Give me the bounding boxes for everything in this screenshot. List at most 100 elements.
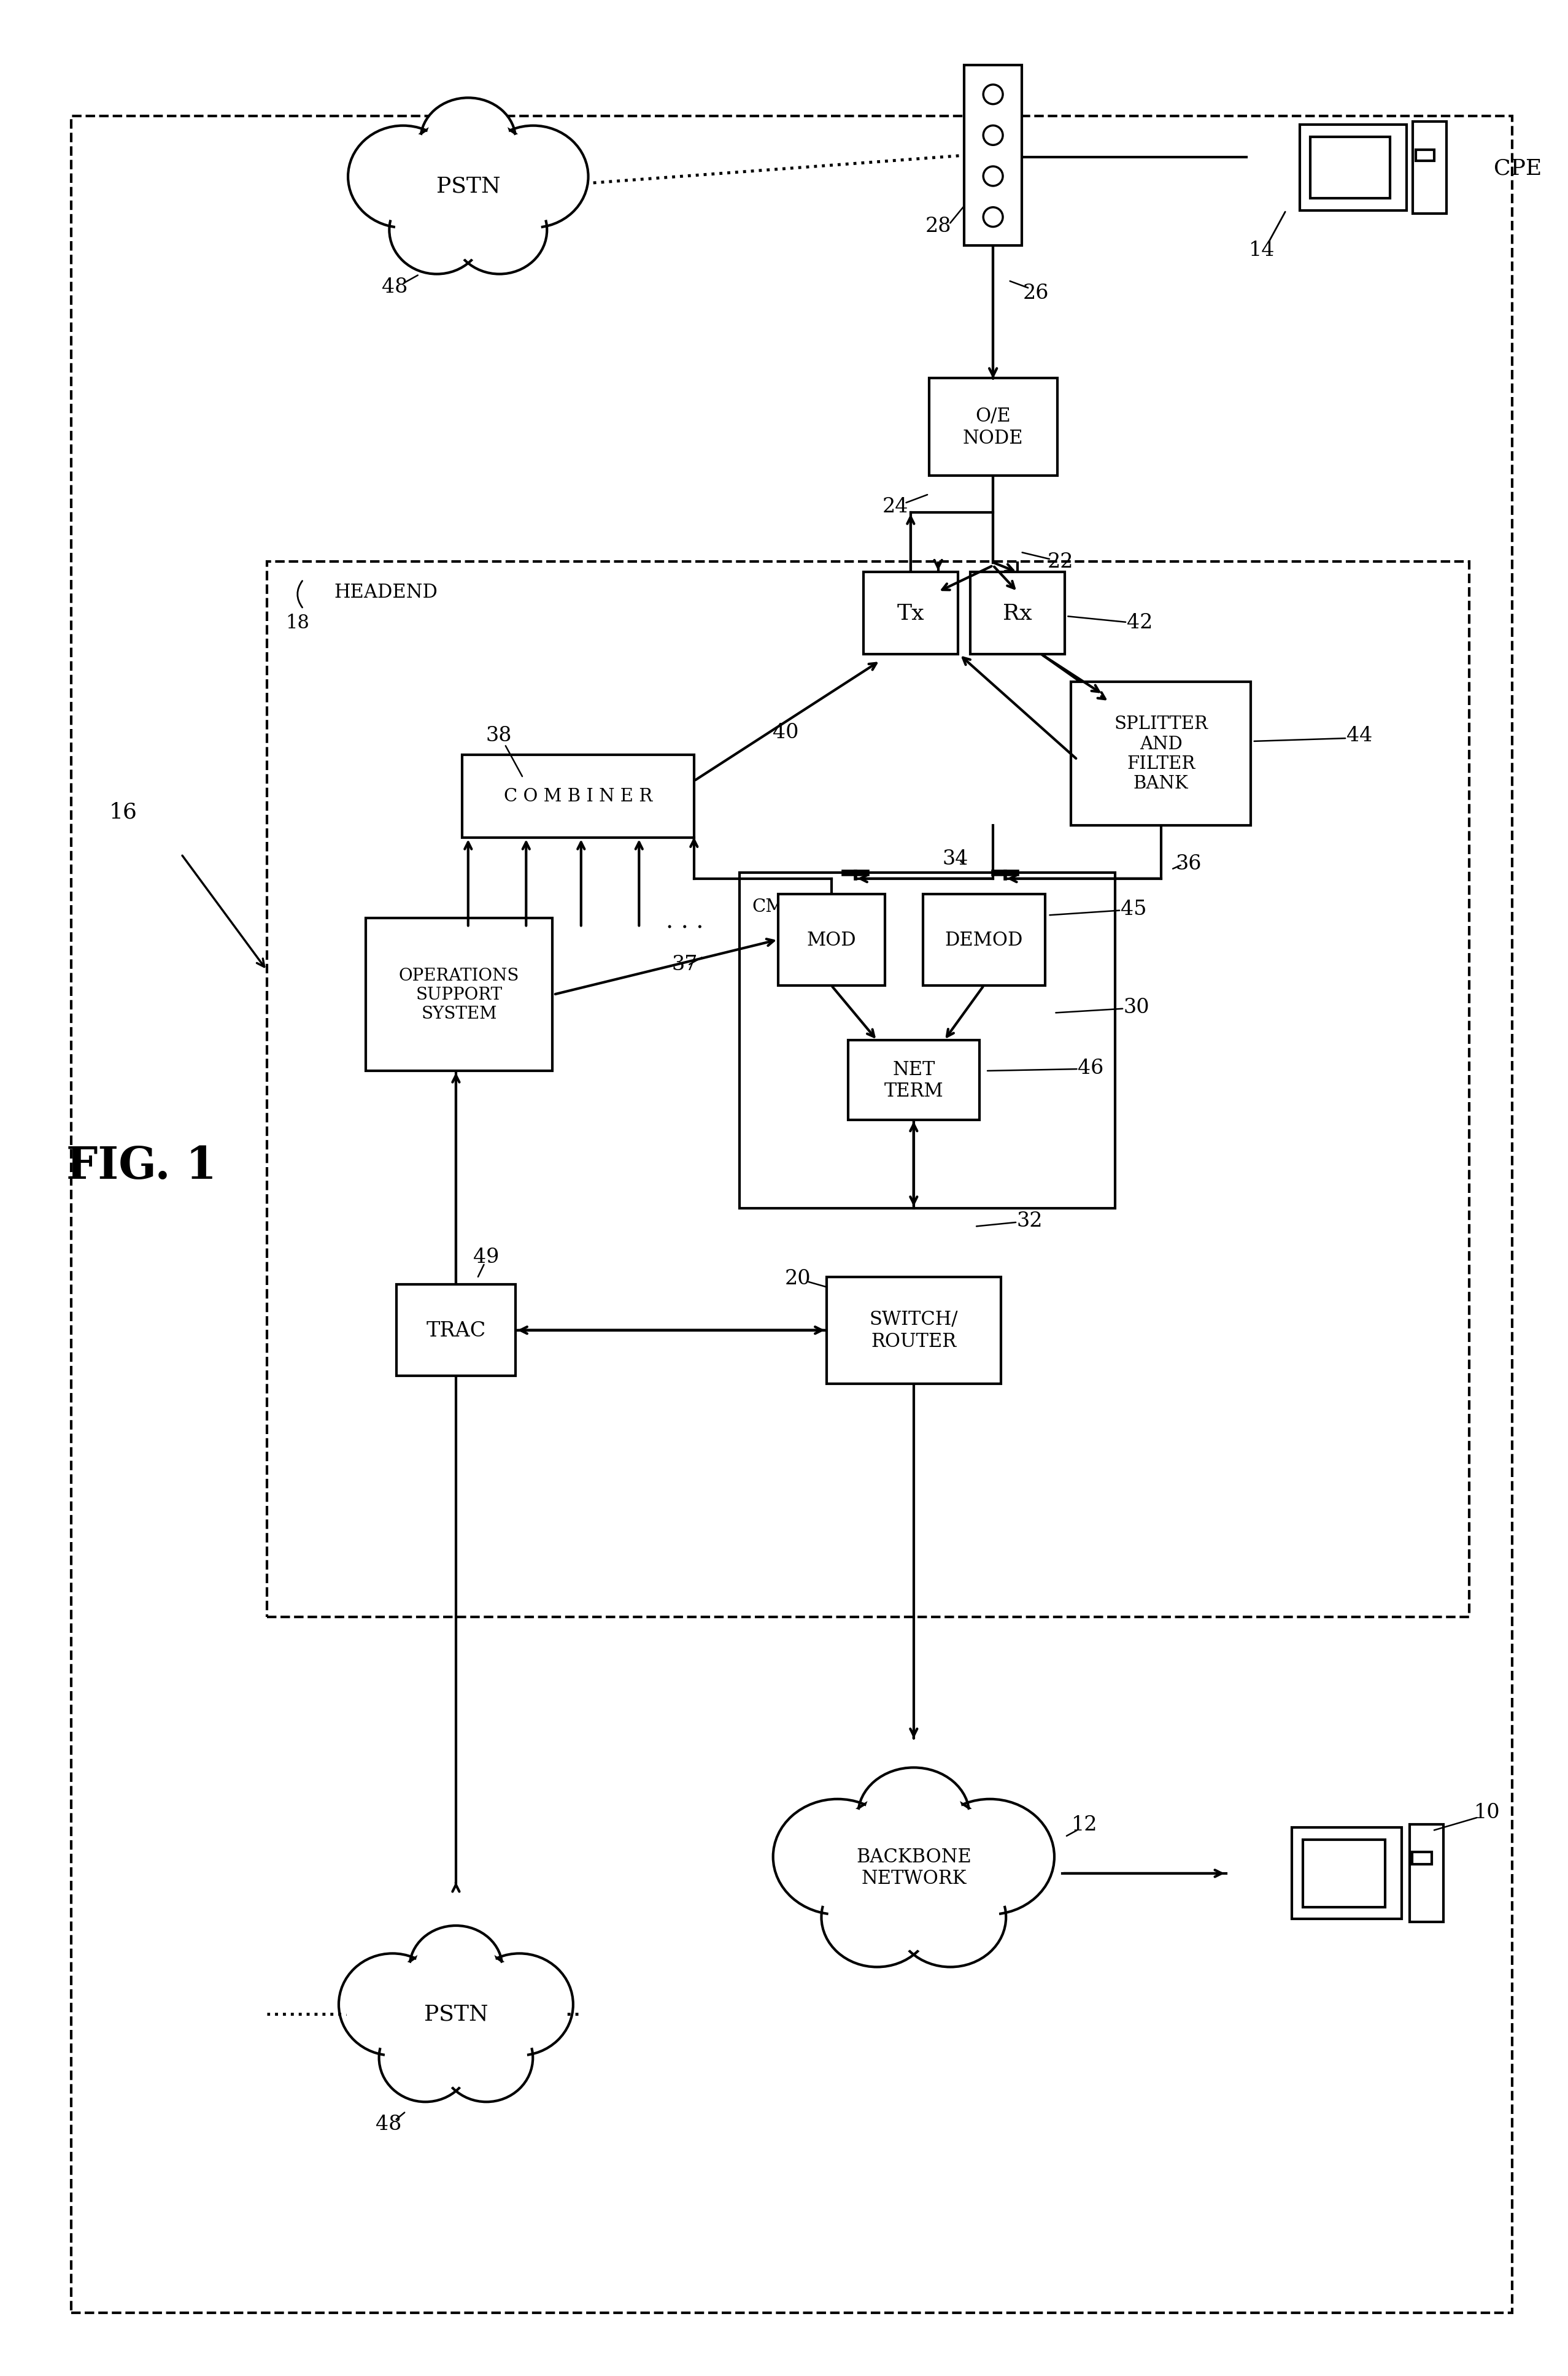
Bar xyxy=(1413,1853,1432,1865)
Text: 30: 30 xyxy=(1123,998,1149,1017)
Text: 14: 14 xyxy=(1248,240,1275,261)
Ellipse shape xyxy=(379,2015,472,2103)
Bar xyxy=(740,872,1115,1209)
Bar xyxy=(1311,138,1389,200)
Ellipse shape xyxy=(826,1792,1002,1944)
Ellipse shape xyxy=(345,1960,439,2050)
Ellipse shape xyxy=(354,133,452,221)
Bar xyxy=(1300,126,1406,211)
Ellipse shape xyxy=(401,128,535,245)
Ellipse shape xyxy=(383,1946,528,2081)
Ellipse shape xyxy=(426,102,510,176)
Ellipse shape xyxy=(416,1932,497,2005)
Text: 44: 44 xyxy=(1347,725,1372,746)
Bar xyxy=(1416,150,1435,162)
Ellipse shape xyxy=(392,1955,521,2072)
Ellipse shape xyxy=(395,192,478,268)
Ellipse shape xyxy=(864,1772,963,1856)
Bar xyxy=(826,1276,1000,1383)
Text: SPLITTER
AND
FILTER
BANK: SPLITTER AND FILTER BANK xyxy=(1113,715,1207,791)
Bar xyxy=(397,1285,516,1376)
Ellipse shape xyxy=(836,1801,991,1934)
Ellipse shape xyxy=(441,2015,533,2103)
Text: 26: 26 xyxy=(1022,283,1049,304)
Text: CPE: CPE xyxy=(1494,157,1541,178)
Text: 49: 49 xyxy=(474,1247,500,1266)
Ellipse shape xyxy=(339,1953,447,2055)
Text: 22: 22 xyxy=(1047,551,1073,573)
Ellipse shape xyxy=(466,1953,574,2055)
Ellipse shape xyxy=(781,1806,894,1908)
Ellipse shape xyxy=(983,126,1004,145)
Text: 36: 36 xyxy=(1176,853,1201,874)
Text: HEADEND: HEADEND xyxy=(334,582,437,601)
Text: PSTN: PSTN xyxy=(436,176,500,197)
Text: MOD: MOD xyxy=(806,931,856,950)
Text: 24: 24 xyxy=(883,497,908,516)
Bar xyxy=(971,573,1065,656)
Text: 32: 32 xyxy=(1016,1212,1043,1231)
Bar xyxy=(1410,1825,1443,1922)
Ellipse shape xyxy=(485,133,582,221)
Ellipse shape xyxy=(389,185,485,276)
Ellipse shape xyxy=(452,185,547,276)
Ellipse shape xyxy=(445,2020,527,2096)
Text: C O M B I N E R: C O M B I N E R xyxy=(503,789,652,805)
Ellipse shape xyxy=(773,1799,902,1915)
Text: Rx: Rx xyxy=(1004,604,1032,625)
Ellipse shape xyxy=(478,126,588,228)
Text: SWITCH/
ROUTER: SWITCH/ ROUTER xyxy=(869,1309,958,1352)
Text: . . .: . . . xyxy=(666,910,704,934)
Text: 42: 42 xyxy=(1126,613,1152,632)
Text: 18: 18 xyxy=(285,613,309,632)
Text: 37: 37 xyxy=(671,955,698,974)
Text: OPERATIONS
SUPPORT
SYSTEM: OPERATIONS SUPPORT SYSTEM xyxy=(398,967,519,1022)
Ellipse shape xyxy=(822,1868,933,1967)
Ellipse shape xyxy=(933,1806,1046,1908)
Text: 48: 48 xyxy=(383,278,408,297)
Ellipse shape xyxy=(983,86,1004,105)
Text: 45: 45 xyxy=(1121,901,1146,920)
Ellipse shape xyxy=(394,119,543,254)
Ellipse shape xyxy=(895,1868,1007,1967)
Bar xyxy=(365,920,552,1072)
Bar xyxy=(267,561,1469,1618)
Bar xyxy=(964,67,1022,247)
Bar xyxy=(1303,1839,1385,1908)
Bar xyxy=(1413,124,1446,214)
Text: DEMOD: DEMOD xyxy=(946,931,1022,950)
Ellipse shape xyxy=(983,207,1004,228)
Text: Tx: Tx xyxy=(897,604,925,625)
Bar xyxy=(778,893,884,986)
Bar xyxy=(1071,682,1251,824)
Text: O/E
NODE: O/E NODE xyxy=(963,406,1024,449)
Bar xyxy=(463,756,695,839)
Ellipse shape xyxy=(384,2020,466,2096)
Text: 28: 28 xyxy=(925,216,952,235)
Text: 12: 12 xyxy=(1071,1815,1098,1834)
Text: 10: 10 xyxy=(1474,1803,1501,1822)
Ellipse shape xyxy=(409,1925,502,2010)
Text: 16: 16 xyxy=(110,801,138,822)
Ellipse shape xyxy=(348,126,458,228)
Ellipse shape xyxy=(420,97,516,183)
Bar xyxy=(928,378,1057,475)
Bar xyxy=(1292,1827,1402,1920)
Ellipse shape xyxy=(925,1799,1054,1915)
Text: 38: 38 xyxy=(486,725,511,746)
Text: BACKBONE
NETWORK: BACKBONE NETWORK xyxy=(856,1846,971,1889)
Text: 46: 46 xyxy=(1077,1057,1104,1079)
Text: 20: 20 xyxy=(784,1269,811,1288)
Text: PSTN: PSTN xyxy=(423,2003,488,2024)
Ellipse shape xyxy=(983,166,1004,185)
Text: 40: 40 xyxy=(773,722,798,741)
Text: FIG. 1: FIG. 1 xyxy=(66,1143,216,1188)
Ellipse shape xyxy=(458,192,541,268)
Ellipse shape xyxy=(828,1872,927,1960)
Text: CMTS: CMTS xyxy=(753,898,808,915)
Bar xyxy=(864,573,958,656)
Ellipse shape xyxy=(858,1768,969,1863)
Text: TRAC: TRAC xyxy=(426,1321,486,1340)
Bar xyxy=(924,893,1044,986)
Bar xyxy=(848,1041,980,1119)
